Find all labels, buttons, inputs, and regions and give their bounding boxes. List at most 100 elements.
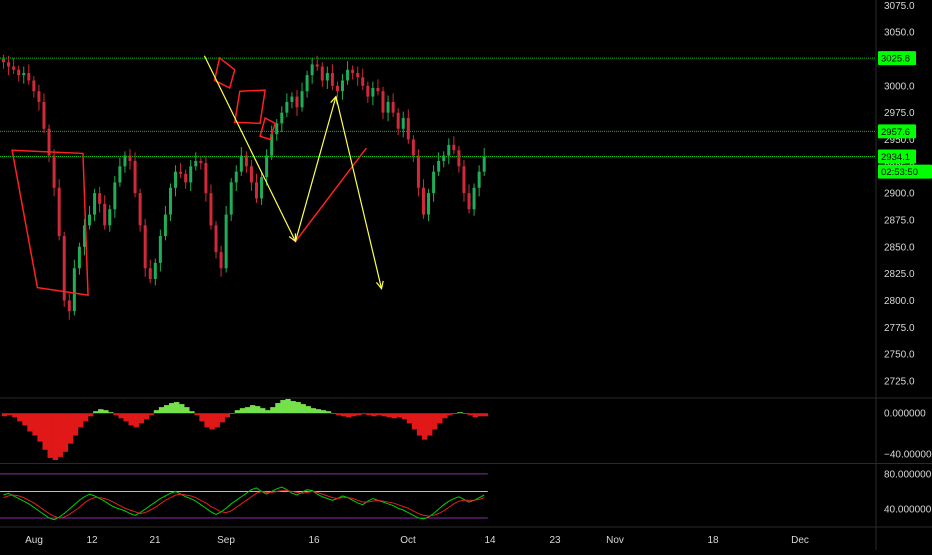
projection-line[interactable] — [203, 55, 297, 242]
candle-body — [421, 187, 425, 215]
oscillator-bar — [12, 413, 18, 418]
candle-body — [37, 91, 41, 102]
candle-body — [341, 80, 345, 92]
oscillator-bar — [143, 413, 150, 420]
y-tick-label: 2975.0 — [884, 108, 915, 119]
candle-body — [62, 236, 66, 301]
y-tick-label: 2750.0 — [884, 350, 915, 361]
candle-body — [265, 155, 269, 178]
oscillator-bar — [432, 413, 438, 430]
oscillator-bar — [280, 400, 286, 414]
y-tick-label: 3075.0 — [884, 1, 915, 12]
candle-body — [467, 193, 471, 210]
candle-body — [482, 156, 486, 172]
oscillator-bar — [437, 413, 443, 424]
candle-body — [305, 75, 309, 92]
oscillator-bar — [255, 406, 261, 414]
candle-body — [260, 177, 264, 199]
candle-body — [17, 69, 21, 76]
oscillator-bar — [290, 401, 296, 414]
rsi-line — [3, 490, 485, 519]
candle-body — [133, 160, 137, 194]
candle-body — [280, 112, 284, 124]
y-tick-label: 2800.0 — [884, 296, 915, 307]
pattern-box[interactable] — [233, 89, 266, 125]
oscillator-bar — [234, 410, 241, 414]
oscillator-bar — [93, 411, 99, 414]
oscillator-bar — [249, 405, 256, 414]
pattern-box[interactable] — [11, 149, 89, 296]
candle-body — [325, 72, 329, 81]
candle-body — [239, 155, 243, 172]
candle-body — [432, 171, 436, 194]
oscillator-bar — [2, 413, 8, 417]
oscillator-bar — [189, 411, 195, 414]
oscillator-bar — [77, 413, 84, 428]
oscillator-bar — [184, 407, 190, 414]
oscillator-bar — [467, 413, 473, 416]
oscillator-bar — [335, 413, 342, 416]
candle-body — [209, 193, 213, 226]
y-tick-label: 2950.0 — [884, 135, 915, 146]
y-tick-label: 2725.0 — [884, 376, 915, 387]
oscillator-bar — [482, 413, 489, 417]
oscillator-bar — [148, 413, 155, 416]
candle-body — [437, 160, 441, 172]
candle-body — [270, 134, 274, 156]
candle-body — [386, 101, 390, 113]
candle-body — [391, 101, 395, 113]
candle-body — [416, 155, 420, 188]
candle-body — [123, 155, 127, 167]
candle-body — [179, 171, 183, 174]
oscillator-bar — [421, 413, 428, 440]
candle-body — [184, 173, 188, 183]
y-tick-label: 3000.0 — [884, 81, 915, 92]
oscillator-bar — [7, 413, 13, 416]
projection-line[interactable] — [294, 96, 337, 242]
candle-body — [189, 166, 193, 183]
oscillator-bar — [285, 399, 291, 414]
oscillator-bar — [118, 413, 124, 419]
support-trendline[interactable] — [294, 147, 367, 242]
candle-body — [244, 155, 248, 167]
candle-body — [2, 59, 5, 63]
candle-body — [47, 128, 51, 156]
oscillator-bar — [381, 413, 387, 417]
projection-line[interactable] — [335, 96, 383, 289]
oscillator-bar — [163, 405, 170, 414]
price-label-badge — [878, 124, 916, 139]
oscillator-bar — [52, 413, 58, 460]
candle-body — [32, 80, 36, 92]
oscillator-bar — [158, 407, 165, 414]
candle-body — [88, 214, 92, 226]
candle-body — [82, 225, 86, 247]
candle-body — [163, 214, 167, 237]
oscillator-bar — [174, 402, 180, 414]
oscillator-bar — [199, 413, 205, 422]
pattern-box[interactable] — [259, 116, 277, 141]
candle-body — [7, 62, 11, 67]
candle-body — [401, 118, 405, 129]
pattern-box[interactable] — [213, 56, 236, 90]
oscillator-bar — [361, 413, 367, 415]
candle-body — [361, 77, 365, 86]
oscillator-bar — [42, 413, 48, 450]
oscillator-bar — [401, 413, 408, 420]
candle-body — [138, 193, 142, 226]
oscillator-bar — [153, 410, 160, 414]
candle-body — [168, 187, 172, 215]
oscillator-bar — [472, 413, 478, 418]
y-tick-label: 2850.0 — [884, 242, 915, 253]
oscillator-bar — [411, 413, 418, 430]
candle-body — [411, 139, 415, 156]
candle-body — [376, 87, 380, 92]
candle-body — [174, 171, 178, 188]
oscillator-bar — [128, 413, 134, 426]
candle-body — [290, 96, 294, 102]
oscillator-bar — [204, 413, 210, 428]
candle-body — [128, 155, 132, 161]
oscillator-bar — [351, 413, 357, 417]
oscillator-bar — [133, 413, 139, 428]
